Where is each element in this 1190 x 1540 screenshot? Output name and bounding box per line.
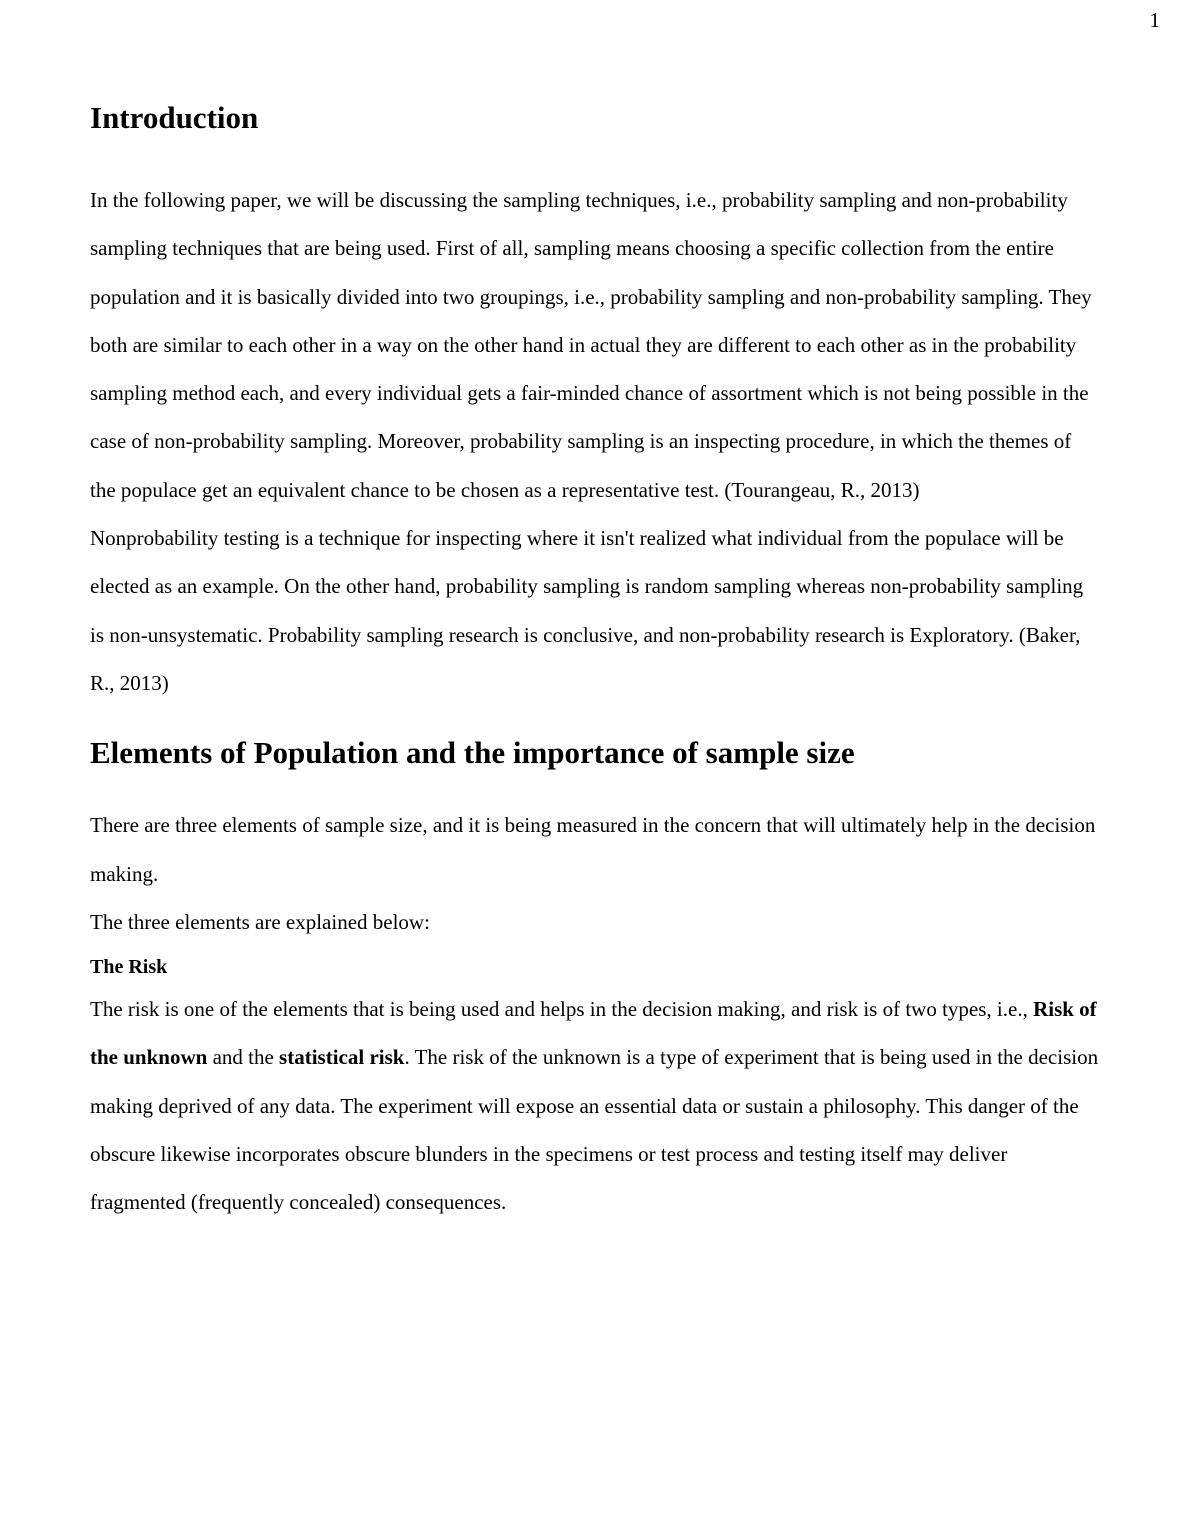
page-content: Introduction In the following paper, we … xyxy=(0,0,1190,1287)
heading-elements: Elements of Population and the importanc… xyxy=(90,735,1100,771)
risk-text-2: and the xyxy=(207,1045,279,1069)
paragraph-elements-1: There are three elements of sample size,… xyxy=(90,801,1100,898)
risk-text-3: . The risk of the unknown is a type of e… xyxy=(90,1045,1098,1214)
paragraph-elements-2: The three elements are explained below: xyxy=(90,898,1100,946)
paragraph-intro-1: In the following paper, we will be discu… xyxy=(90,176,1100,514)
heading-introduction: Introduction xyxy=(90,100,1100,136)
risk-text-1: The risk is one of the elements that is … xyxy=(90,997,1033,1021)
subheading-risk: The Risk xyxy=(90,956,1100,979)
paragraph-intro-2: Nonprobability testing is a technique fo… xyxy=(90,514,1100,707)
page-number: 1 xyxy=(1150,8,1161,33)
risk-bold-2: statistical risk xyxy=(279,1045,404,1069)
paragraph-risk: The risk is one of the elements that is … xyxy=(90,985,1100,1226)
